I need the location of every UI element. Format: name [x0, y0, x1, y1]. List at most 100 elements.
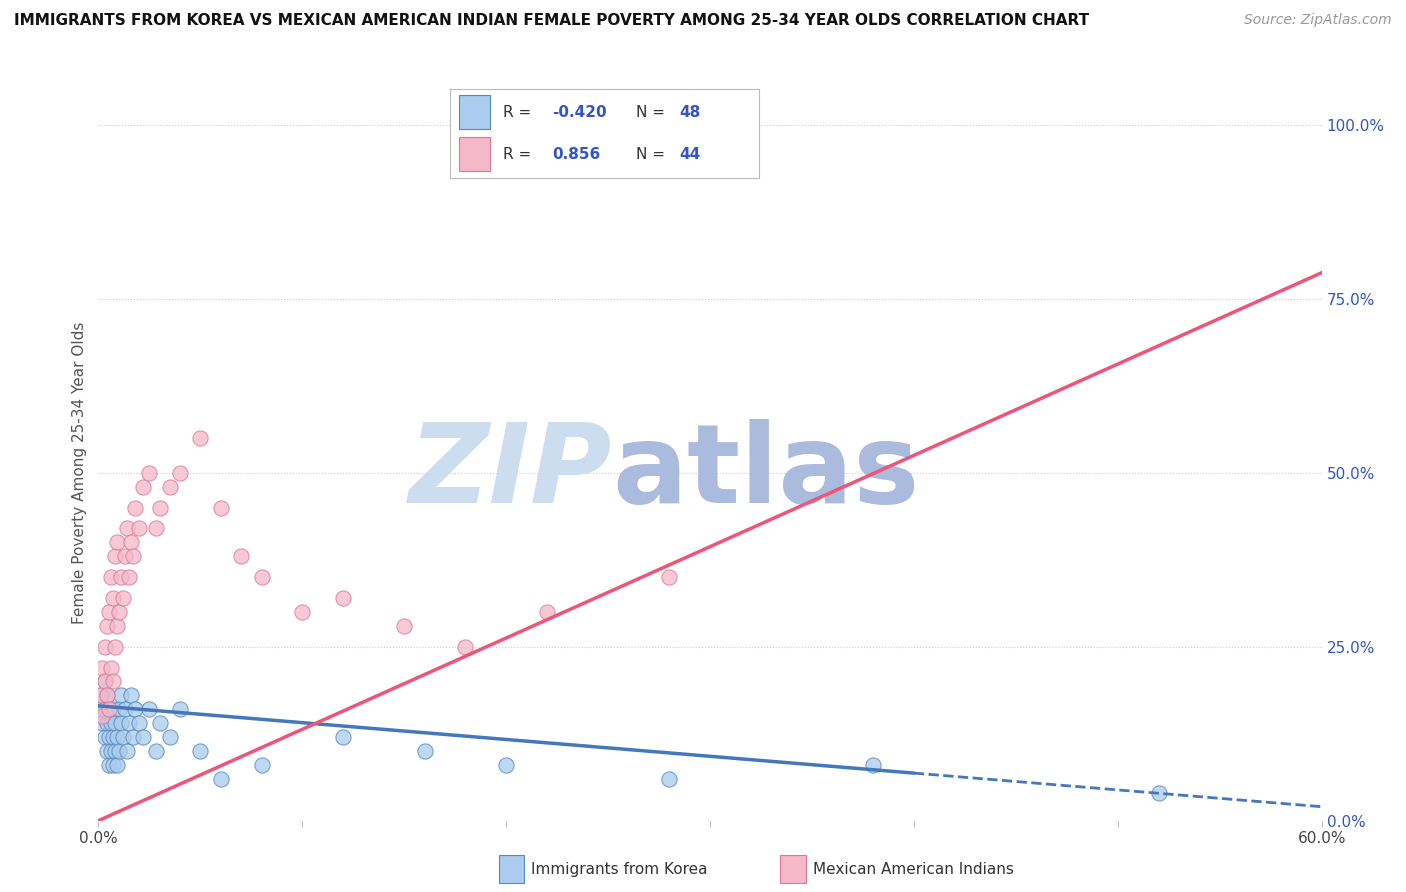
Point [93, 730, 115, 744]
Point [105, 758, 128, 772]
Point [454, 640, 477, 654]
Point [91, 716, 114, 731]
Point [101, 730, 124, 744]
Point [104, 640, 127, 654]
Point [111, 591, 134, 605]
Point [1147, 786, 1170, 800]
Point [536, 605, 558, 619]
Point [101, 591, 124, 605]
Point [122, 730, 145, 744]
Point [413, 744, 436, 758]
Point [89, 689, 111, 703]
Point [97, 758, 120, 772]
Point [91, 660, 114, 674]
Point [96, 744, 118, 758]
Bar [460, 137, 491, 171]
Point [118, 570, 141, 584]
Point [149, 500, 172, 515]
Point [108, 702, 131, 716]
Point [120, 689, 142, 703]
Point [105, 535, 128, 549]
Point [96, 619, 118, 633]
Text: ZIP: ZIP [409, 419, 612, 526]
Text: N =: N = [636, 105, 665, 120]
Point [93, 674, 115, 689]
Point [159, 480, 181, 494]
Point [97, 605, 120, 619]
Point [658, 772, 681, 786]
Point [96, 716, 118, 731]
Point [122, 549, 145, 564]
Point [149, 716, 172, 731]
Point [104, 744, 127, 758]
Point [89, 702, 111, 716]
Point [169, 702, 191, 716]
Point [658, 570, 681, 584]
Point [108, 605, 131, 619]
Point [100, 570, 122, 584]
Point [110, 689, 132, 703]
Point [169, 466, 191, 480]
Point [209, 772, 232, 786]
Text: atlas: atlas [612, 419, 920, 526]
Point [209, 500, 232, 515]
Point [104, 549, 127, 564]
Point [332, 730, 354, 744]
Point [97, 702, 120, 716]
Point [128, 521, 150, 535]
Point [101, 758, 124, 772]
Point [188, 744, 212, 758]
Point [231, 549, 253, 564]
Point [118, 716, 141, 731]
Point [250, 570, 273, 584]
Text: Source: ZipAtlas.com: Source: ZipAtlas.com [1244, 13, 1392, 28]
Point [93, 674, 115, 689]
Point [291, 605, 314, 619]
Point [110, 570, 132, 584]
Y-axis label: Female Poverty Among 25-34 Year Olds: Female Poverty Among 25-34 Year Olds [72, 322, 87, 624]
Point [96, 689, 118, 703]
Text: R =: R = [502, 147, 530, 161]
Point [115, 521, 138, 535]
Point [188, 431, 212, 445]
Point [100, 716, 122, 731]
Point [132, 730, 155, 744]
Point [105, 619, 128, 633]
Point [332, 591, 354, 605]
Point [110, 716, 132, 731]
Point [138, 466, 160, 480]
Point [120, 535, 142, 549]
Point [97, 702, 120, 716]
Point [91, 689, 114, 703]
Point [108, 744, 131, 758]
Point [124, 500, 146, 515]
Text: -0.420: -0.420 [553, 105, 606, 120]
Point [392, 619, 416, 633]
Point [128, 716, 150, 731]
Point [111, 730, 134, 744]
Point [124, 702, 146, 716]
Text: R =: R = [502, 105, 530, 120]
Text: 44: 44 [679, 147, 700, 161]
Point [100, 660, 122, 674]
Point [100, 744, 122, 758]
Point [115, 744, 138, 758]
Point [862, 758, 884, 772]
Text: N =: N = [636, 147, 665, 161]
Point [138, 702, 160, 716]
Point [114, 702, 136, 716]
Point [91, 709, 114, 723]
Point [250, 758, 273, 772]
Point [145, 521, 167, 535]
Point [114, 549, 136, 564]
Point [93, 702, 115, 716]
Point [101, 674, 124, 689]
Text: 48: 48 [679, 105, 700, 120]
Point [159, 730, 181, 744]
Point [96, 689, 118, 703]
Bar [460, 95, 491, 129]
Point [145, 744, 167, 758]
Text: Immigrants from Korea: Immigrants from Korea [531, 863, 709, 877]
Point [97, 730, 120, 744]
Point [105, 730, 128, 744]
